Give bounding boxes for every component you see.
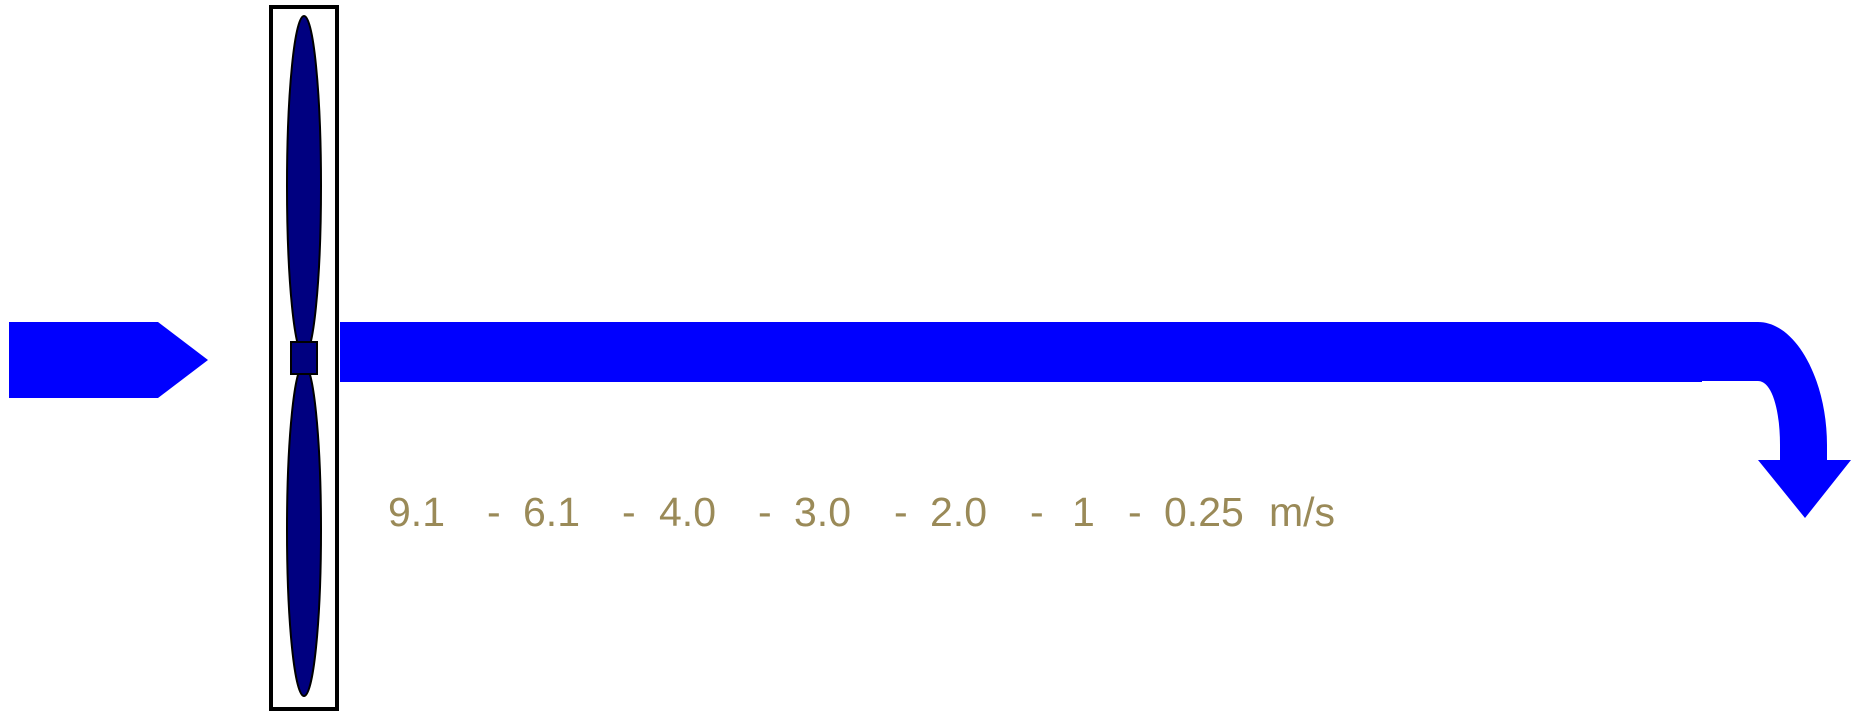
- velocity-label: 1: [1072, 489, 1095, 535]
- separator: -: [1030, 489, 1044, 535]
- velocity-label: 9.1: [388, 489, 445, 535]
- separator: -: [894, 489, 908, 535]
- velocity-label: 2.0: [930, 489, 987, 535]
- velocity-label: 0.25: [1164, 489, 1244, 535]
- fan-hub: [290, 341, 318, 375]
- velocity-label: 4.0: [659, 489, 716, 535]
- velocity-label: 3.0: [794, 489, 851, 535]
- inlet-arrow: [9, 322, 208, 398]
- airflow-bar: [340, 322, 1702, 382]
- fan-blade-bottom: [286, 363, 322, 697]
- separator: -: [1128, 489, 1142, 535]
- unit-label: m/s: [1269, 489, 1335, 535]
- separator: -: [622, 489, 636, 535]
- fan-frame: [269, 5, 339, 711]
- velocity-label: 6.1: [523, 489, 580, 535]
- separator: -: [758, 489, 772, 535]
- separator: -: [487, 489, 501, 535]
- fan-blade-top: [286, 15, 322, 357]
- airflow-bend: [1700, 322, 1851, 518]
